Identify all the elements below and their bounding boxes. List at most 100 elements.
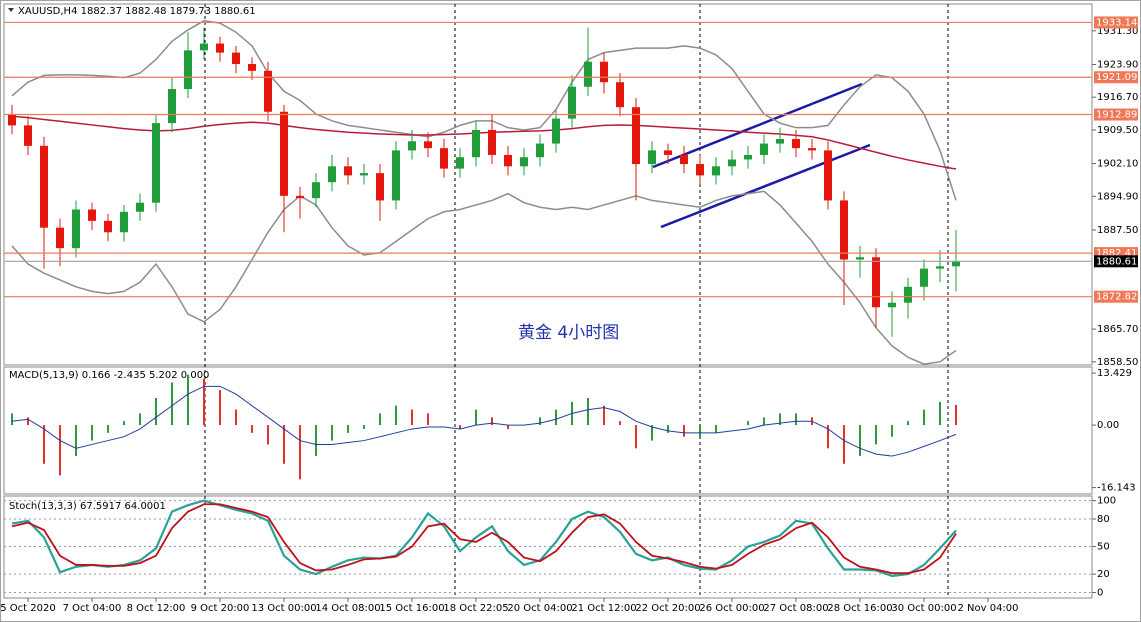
macd-bar bbox=[331, 425, 333, 441]
candle-body bbox=[760, 143, 768, 155]
indicator-line bbox=[11, 503, 957, 575]
candle-body bbox=[952, 261, 960, 267]
macd-bar bbox=[459, 425, 461, 429]
candle-body bbox=[392, 150, 400, 201]
indicator-line bbox=[11, 190, 957, 365]
x-tick-label: 21 Oct 12:00 bbox=[571, 603, 636, 614]
candle-body bbox=[584, 61, 592, 87]
y-tick-label: 0 bbox=[1097, 587, 1103, 598]
price-level-box bbox=[1094, 290, 1138, 303]
candle-body bbox=[136, 202, 144, 212]
candle-body bbox=[568, 86, 576, 119]
price-level-box bbox=[1094, 108, 1138, 121]
candle-body bbox=[248, 64, 256, 71]
x-tick-label: 9 Oct 20:00 bbox=[191, 603, 250, 614]
candle-body bbox=[456, 157, 464, 169]
y-tick-label: 1916.70 bbox=[1097, 92, 1138, 103]
y-tick-label: 1887.50 bbox=[1097, 225, 1138, 236]
macd-bar bbox=[395, 405, 397, 426]
macd-bar bbox=[59, 425, 61, 476]
candle-body bbox=[664, 150, 672, 155]
macd-bar bbox=[427, 413, 429, 426]
macd-bar bbox=[779, 413, 781, 426]
candle-body bbox=[152, 123, 160, 203]
macd-bar bbox=[123, 421, 125, 426]
candle-body bbox=[904, 286, 912, 303]
candle-body bbox=[72, 209, 80, 249]
indicator-line bbox=[11, 385, 957, 457]
macd-bar bbox=[299, 425, 301, 480]
candle-body bbox=[104, 220, 112, 233]
price-level-box bbox=[1094, 71, 1138, 84]
macd-bar bbox=[187, 374, 189, 426]
macd-bar bbox=[635, 425, 637, 449]
candle-body bbox=[728, 159, 736, 167]
macd-bar bbox=[139, 413, 141, 426]
x-tick-label: 20 Oct 04:00 bbox=[507, 603, 572, 614]
macd-bar bbox=[155, 397, 157, 426]
macd-bar bbox=[315, 425, 317, 457]
y-tick-label: 1858.50 bbox=[1097, 357, 1138, 368]
price-level-label: 1921.09 bbox=[1096, 72, 1137, 83]
macd-bar bbox=[75, 425, 77, 457]
candle-body bbox=[40, 145, 48, 228]
candle-body bbox=[344, 166, 352, 176]
y-tick-label: 1909.50 bbox=[1097, 125, 1138, 136]
candle-body bbox=[792, 139, 800, 149]
y-tick-label: 1931.30 bbox=[1097, 26, 1138, 37]
candle-body bbox=[8, 114, 16, 126]
macd-bar bbox=[219, 390, 221, 426]
x-tick-label: 28 Oct 16:00 bbox=[827, 603, 892, 614]
macd-bar bbox=[411, 409, 413, 426]
y-tick-label: 1902.10 bbox=[1097, 159, 1138, 170]
candle-body bbox=[696, 164, 704, 176]
candle-body bbox=[632, 107, 640, 165]
candle-body bbox=[536, 143, 544, 158]
candle-body bbox=[824, 150, 832, 201]
macd-bar bbox=[923, 409, 925, 426]
plot-layer: 1931.30 1923.90 1916.70 1909.50 1902.10 1894.… bbox=[0, 16, 1138, 614]
macd-bar bbox=[939, 401, 941, 426]
candle-body bbox=[424, 141, 432, 149]
macd-bar bbox=[11, 413, 13, 426]
x-tick-label: 18 Oct 22:05 bbox=[443, 603, 508, 614]
candle-body bbox=[376, 173, 384, 201]
current-price-box bbox=[1094, 255, 1138, 268]
macd-title: MACD(5,13,9) 0.166 -2.435 5.202 0.000 bbox=[9, 370, 209, 381]
candle-body bbox=[184, 50, 192, 90]
macd-bar bbox=[683, 425, 685, 437]
macd-bar bbox=[251, 425, 253, 433]
candle-body bbox=[600, 61, 608, 83]
candle-body bbox=[504, 154, 512, 167]
price-level-label: 1912.89 bbox=[1096, 110, 1137, 121]
macd-bar bbox=[763, 417, 765, 426]
macd-bar bbox=[171, 382, 173, 426]
candle-body bbox=[200, 43, 208, 51]
title-marker bbox=[8, 8, 14, 12]
macd-bar bbox=[843, 425, 845, 464]
candle-body bbox=[888, 302, 896, 308]
x-tick-label: 13 Oct 00:00 bbox=[251, 603, 316, 614]
candle-body bbox=[744, 154, 752, 160]
candle-body bbox=[936, 266, 944, 269]
candle-body bbox=[616, 82, 624, 108]
macd-bar bbox=[235, 409, 237, 426]
macd-bar bbox=[347, 425, 349, 433]
trend-line bbox=[652, 82, 863, 169]
x-tick-label: 5 Oct 2020 bbox=[0, 603, 55, 614]
macd-bar bbox=[363, 425, 365, 429]
y-tick-label: 1865.70 bbox=[1097, 324, 1138, 335]
macd-bar bbox=[715, 425, 717, 433]
candle-body bbox=[472, 129, 480, 158]
price-level-label: 1872.82 bbox=[1096, 292, 1137, 303]
macd-bar bbox=[475, 409, 477, 426]
candle-body bbox=[520, 157, 528, 167]
candle-body bbox=[216, 43, 224, 53]
macd-bar bbox=[27, 417, 29, 426]
x-tick-label: 26 Oct 00:00 bbox=[699, 603, 764, 614]
price-level-label: 1933.14 bbox=[1096, 17, 1137, 28]
y-tick-label: -16.143 bbox=[1097, 483, 1136, 494]
main-title: XAUUSD,H4 1882.37 1882.48 1879.73 1880.6… bbox=[18, 6, 256, 17]
candle-body bbox=[360, 173, 368, 176]
